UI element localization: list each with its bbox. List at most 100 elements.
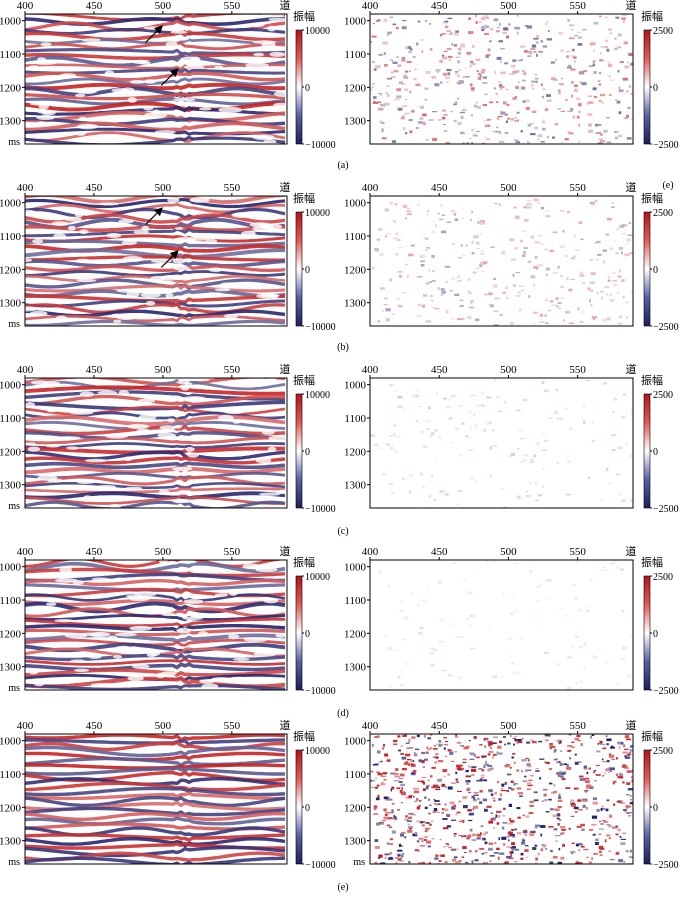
noise-speck (516, 739, 522, 742)
noise-speck (425, 828, 429, 831)
amplitude-gap (165, 41, 178, 48)
noise-speck (444, 803, 447, 806)
reflector-negative (25, 379, 286, 391)
y-tick-label: 1200 (344, 628, 367, 640)
noise-speck (558, 742, 561, 745)
noise-speck (629, 749, 633, 752)
noise-speck (379, 570, 382, 574)
noise-speck (594, 842, 599, 845)
noise-speck (577, 307, 580, 311)
noise-speck (541, 449, 547, 452)
noise-speck (481, 769, 485, 772)
noise-speck (569, 24, 575, 27)
noise-speck (409, 474, 413, 477)
amplitude-gap (76, 480, 95, 485)
noise-speck (557, 266, 560, 269)
noise-speck (579, 320, 584, 324)
amplitude-gap (54, 578, 78, 583)
noise-speck (562, 831, 565, 835)
noise-speck (554, 748, 557, 752)
noise-speck (409, 130, 413, 134)
noise-speck (575, 682, 578, 685)
noise-speck (426, 213, 429, 215)
amplitude-gap (28, 669, 39, 675)
noise-speck (588, 123, 592, 127)
noise-speck (401, 26, 407, 30)
noise-speck (613, 272, 616, 274)
noise-speck (516, 740, 518, 744)
noise-speck (631, 118, 633, 120)
x-tick-label: 550 (569, 0, 586, 12)
noise-speck (468, 819, 473, 822)
noise-speck (421, 304, 426, 308)
noise-speck (544, 799, 547, 802)
noise-speck (425, 19, 427, 22)
noise-speck (604, 46, 608, 49)
noise-speck (466, 52, 472, 55)
noise-speck (608, 754, 615, 758)
noise-speck (387, 798, 393, 801)
noise-speck (408, 763, 411, 766)
plot-frame (369, 13, 634, 145)
noise-speck (529, 481, 532, 485)
reflector-negative (25, 105, 286, 116)
y-tick-label: 1100 (0, 595, 21, 607)
noise-speck (420, 254, 426, 258)
amplitude-gap (218, 414, 234, 421)
noise-speck (468, 17, 471, 20)
noise-speck (534, 844, 538, 847)
x-tick-label: 450 (431, 720, 448, 732)
noise-speck (488, 745, 491, 747)
amplitude-gap (202, 292, 226, 298)
noise-speck (453, 834, 456, 837)
noise-speck (382, 747, 385, 750)
noise-speck (421, 861, 425, 864)
noise-speck (467, 316, 472, 319)
noise-speck (506, 846, 512, 848)
noise-speck (627, 234, 633, 236)
plot-frame (24, 377, 288, 509)
noise-speck (549, 747, 553, 750)
noise-speck (458, 800, 462, 803)
noise-speck (613, 398, 618, 401)
noise-speck (447, 786, 453, 790)
noise-speck (457, 51, 462, 55)
noise-speck (429, 734, 433, 736)
amplitude-gap (268, 17, 287, 22)
noise-speck (568, 132, 574, 135)
colorbar-tick-label: 0 (653, 447, 658, 458)
noise-speck (398, 777, 404, 780)
noise-speck (374, 839, 379, 842)
colorbar (295, 393, 303, 509)
noise-speck (428, 281, 433, 284)
noise-speck (549, 807, 554, 811)
noise-speck (590, 101, 594, 104)
noise-speck (415, 420, 418, 422)
noise-speck (629, 801, 633, 805)
noise-speck (442, 818, 448, 820)
noise-speck (510, 64, 516, 68)
noise-speck (443, 124, 446, 126)
y-tick-label: 1300 (0, 480, 22, 492)
noise-speck (501, 783, 505, 787)
noise-speck (394, 203, 398, 206)
colorbar-title: 振幅 (293, 555, 315, 569)
noise-speck (503, 862, 509, 864)
noise-speck (484, 831, 489, 834)
noise-speck (408, 795, 413, 799)
amplitude-gap (79, 229, 89, 234)
noise-speck (444, 20, 449, 23)
noise-speck (472, 134, 478, 137)
noise-speck (576, 735, 581, 738)
noise-speck (549, 249, 554, 253)
panel-4-right: 400 450 500 550 道1000110012001300ms振幅25000−2… (344, 718, 679, 871)
noise-speck (456, 767, 462, 770)
noise-speck (446, 221, 452, 223)
noise-speck (542, 789, 548, 791)
noise-speck (569, 621, 572, 624)
noise-speck (521, 254, 526, 257)
noise-speck (571, 28, 574, 31)
noise-speck (388, 482, 394, 485)
noise-speck (588, 861, 593, 864)
noise-speck (532, 311, 539, 314)
